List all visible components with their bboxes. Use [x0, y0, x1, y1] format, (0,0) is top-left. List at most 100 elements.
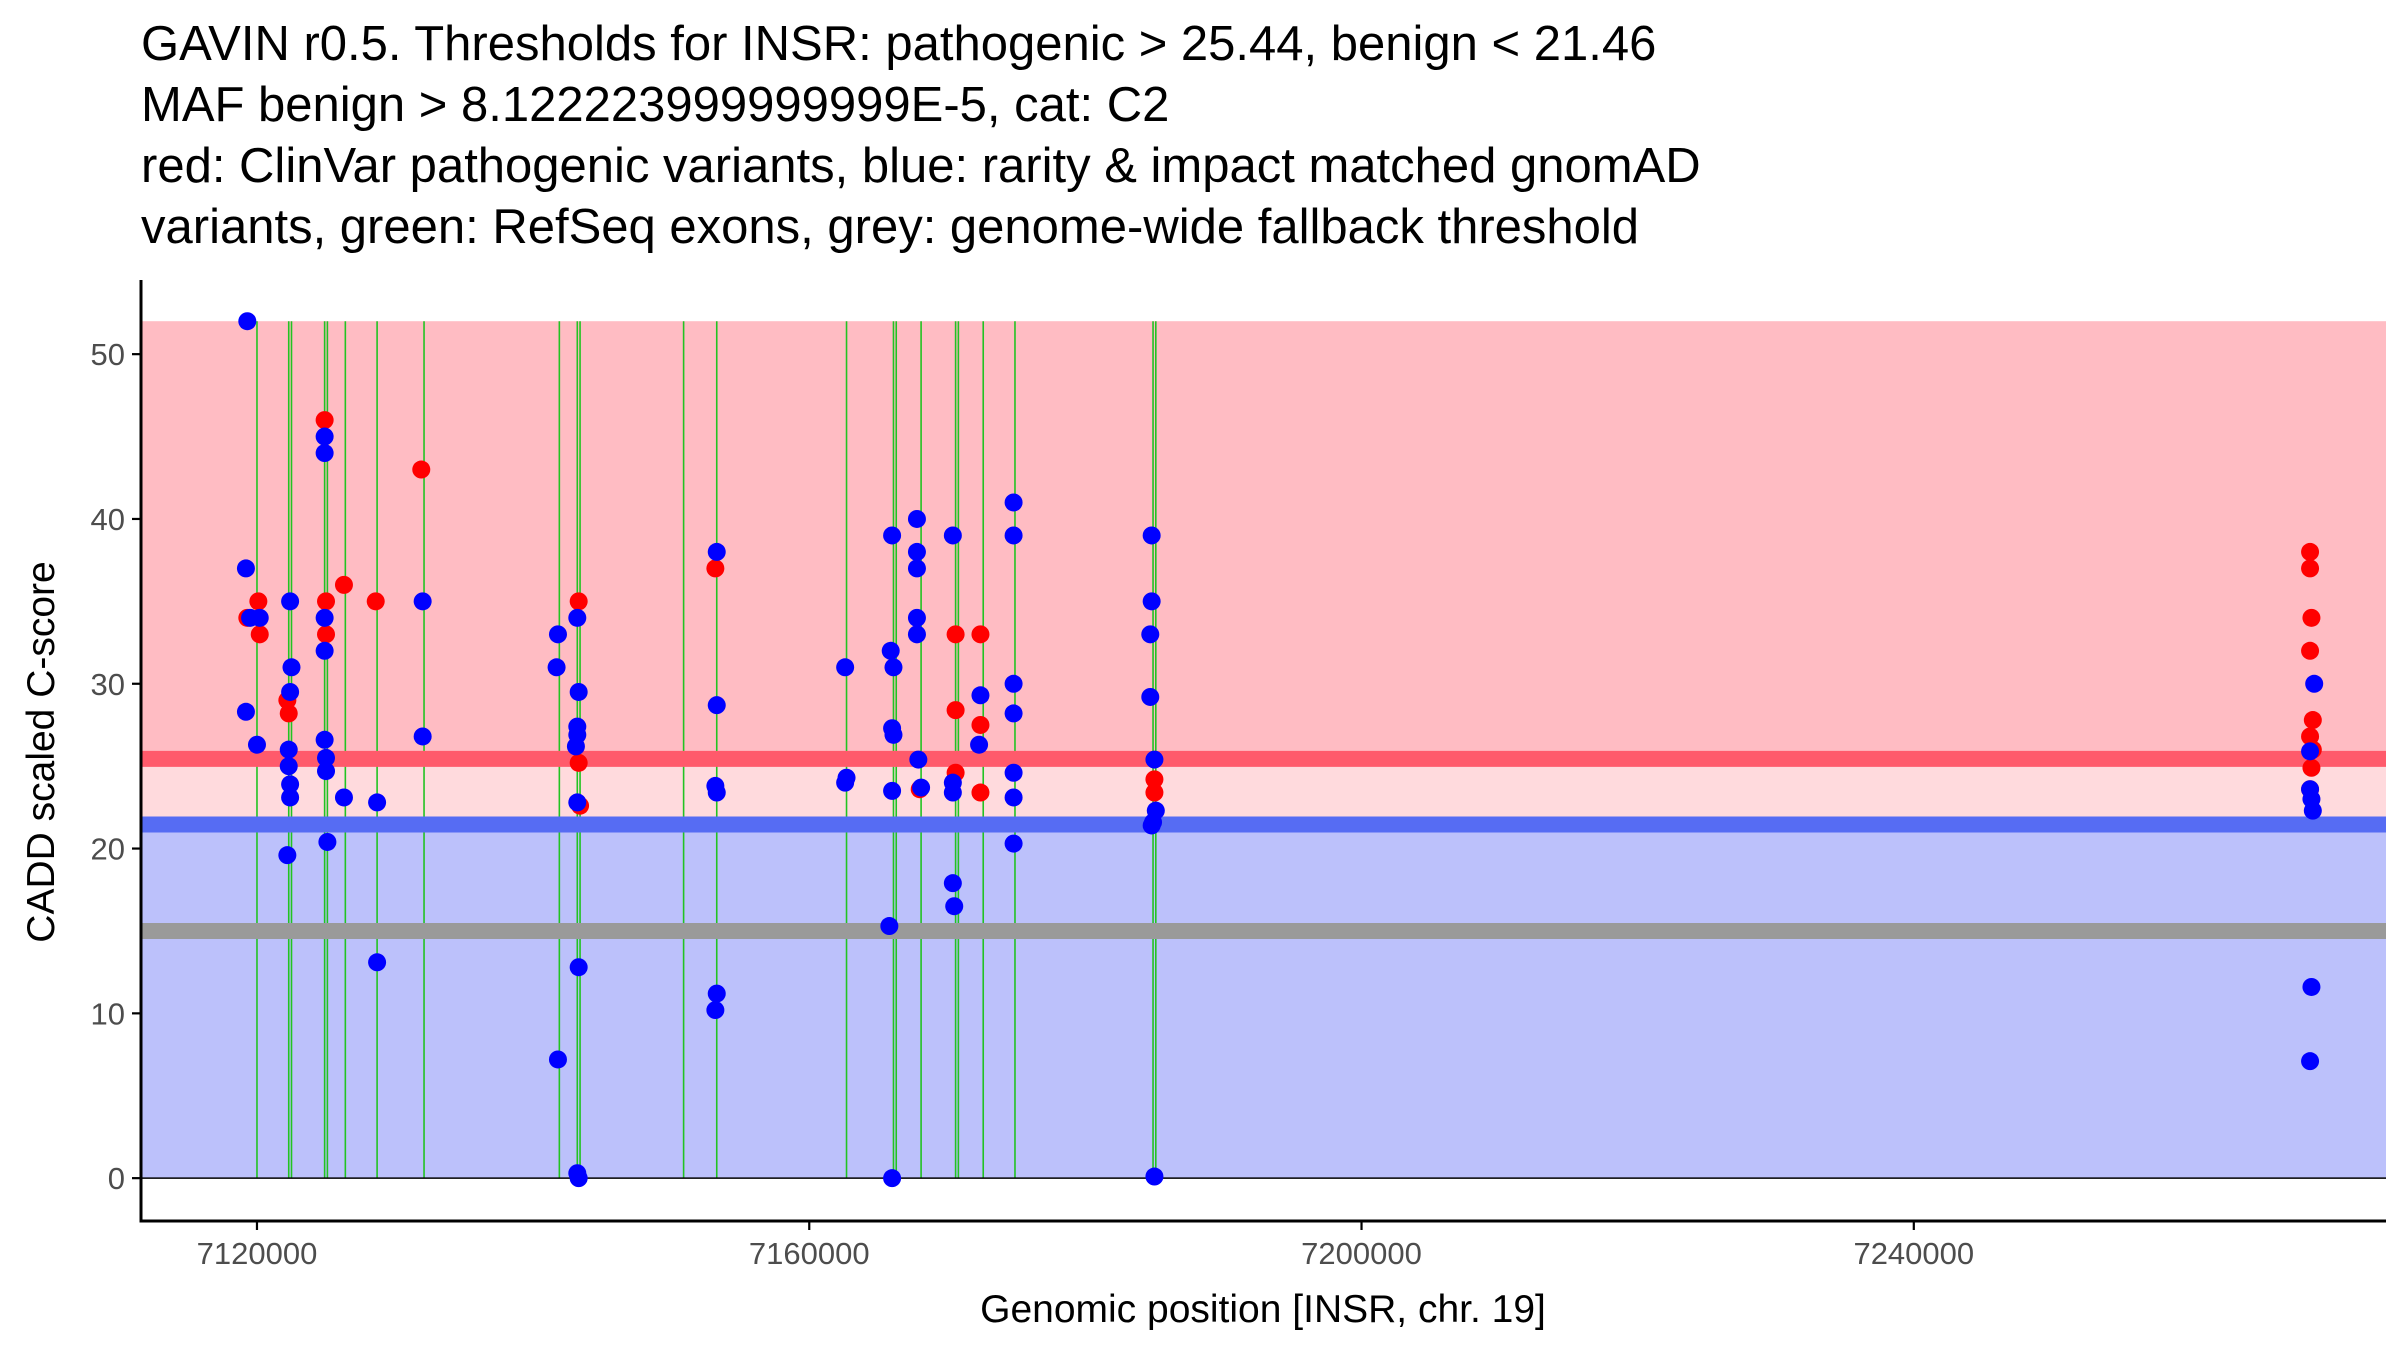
axes: 0 10 20 30 40 50 7120000 7160000 7200000 7240000 [91, 280, 2386, 1271]
gnomad-point [282, 658, 301, 677]
threshold-regions [141, 321, 2386, 1179]
pathogenic-point [2303, 711, 2322, 730]
gnomad-point [318, 832, 337, 851]
gnomad-point [568, 608, 587, 627]
gnomad-point [1142, 592, 1161, 611]
gnomad-point [281, 788, 300, 807]
gnomad-point [236, 702, 255, 721]
gnomad-point [548, 625, 567, 644]
gnomad-point [707, 696, 726, 715]
pathogenic-point [2301, 542, 2320, 561]
title-line-4: variants, green: RefSeq exons, grey: gen… [141, 200, 1640, 254]
between-region [141, 758, 2386, 825]
gnomad-point [1004, 704, 1023, 723]
gnomad-point [2301, 742, 2320, 761]
gnomad-point [315, 730, 334, 749]
gnomad-point [912, 778, 931, 797]
gnomad-point [1004, 763, 1023, 782]
pathogenic-point [971, 625, 990, 644]
pathogenic-point [279, 704, 298, 723]
gnomad-point [943, 783, 962, 802]
pathogenic-point [569, 592, 588, 611]
pathogenic-point [2302, 758, 2321, 777]
pathogenic-point [569, 753, 588, 772]
x-tick-label: 7240000 [1853, 1236, 1974, 1271]
gnomad-point [413, 727, 432, 746]
chart-title: GAVIN r0.5. Thresholds for INSR: pathoge… [141, 14, 2381, 258]
gnomad-point [315, 641, 334, 660]
y-tick-label: 10 [91, 996, 125, 1031]
gnomad-point [2303, 801, 2322, 820]
gnomad-point [548, 1050, 567, 1069]
x-axis-label: Genomic position [INSR, chr. 19] [980, 1288, 1546, 1331]
gnomad-point [884, 658, 903, 677]
y-tick-label: 50 [91, 337, 125, 372]
pathogenic-point [249, 592, 268, 611]
gnomad-point [1004, 526, 1023, 545]
gnomad-point [1142, 816, 1161, 835]
gnomad-point [413, 592, 432, 611]
gnomad-point [2301, 1052, 2320, 1071]
pathogenic-point [971, 715, 990, 734]
gnomad-point [250, 608, 269, 627]
gnomad-point [281, 592, 300, 611]
pathogenic-point [1145, 783, 1164, 802]
gnomad-point [880, 917, 899, 936]
pathogenic-point [366, 592, 385, 611]
gnomad-point [566, 737, 585, 756]
gnomad-point [236, 559, 255, 578]
gnomad-point [970, 735, 989, 754]
gnomad-point [315, 444, 334, 463]
pathogenic-point [946, 701, 965, 720]
gnomad-point [883, 1169, 902, 1188]
gnomad-point [1004, 493, 1023, 512]
gnomad-point [368, 793, 387, 812]
y-tick-label: 30 [91, 667, 125, 702]
gnomad-point [706, 1001, 725, 1020]
gnomad-point [883, 781, 902, 800]
gnomad-point [1004, 834, 1023, 853]
gnomad-point [971, 686, 990, 705]
gnomad-point [569, 682, 588, 701]
pathogenic-point [706, 559, 725, 578]
threshold-lines [141, 750, 2386, 1179]
pathogenic-region [141, 321, 2386, 759]
gnomad-point [279, 740, 298, 759]
x-tick-label: 7200000 [1301, 1236, 1422, 1271]
gnomad-point [568, 793, 587, 812]
gnomad-point [368, 953, 387, 972]
gnomad-point [707, 984, 726, 1003]
gnomad-point [1145, 750, 1164, 769]
gnomad-point [881, 641, 900, 660]
y-tick-label: 40 [91, 502, 125, 537]
gnomad-point [909, 750, 928, 769]
gnomad-point [281, 682, 300, 701]
gnomad-point [883, 526, 902, 545]
gnomad-point [907, 542, 926, 561]
gnomad-point [315, 427, 334, 446]
gnomad-point [943, 874, 962, 893]
gnomad-point [943, 526, 962, 545]
gnomad-point [1004, 788, 1023, 807]
pathogenic-point [971, 783, 990, 802]
gnomad-point [884, 725, 903, 744]
gnomad-point [707, 542, 726, 561]
gnomad-point [2305, 674, 2324, 693]
pathogenic-point [1145, 770, 1164, 789]
pathogenic-point [317, 592, 336, 611]
gnomad-points [236, 312, 2324, 1188]
gnomad-point [945, 897, 964, 916]
title-line-2: MAF benign > 8.122223999999999E-5, cat: … [141, 78, 1170, 132]
pathogenic-point [2301, 641, 2320, 660]
title-line-1: GAVIN r0.5. Thresholds for INSR: pathoge… [141, 17, 1657, 71]
gnomad-point [547, 658, 566, 677]
gnomad-point [569, 958, 588, 977]
gnomad-point [278, 846, 297, 865]
gnomad-point [1141, 687, 1160, 706]
gnomad-point [907, 608, 926, 627]
gnomad-point [317, 762, 336, 781]
gnomad-point [279, 757, 298, 776]
gnomad-point [247, 735, 266, 754]
title-line-3: red: ClinVar pathogenic variants, blue: … [141, 139, 1701, 193]
